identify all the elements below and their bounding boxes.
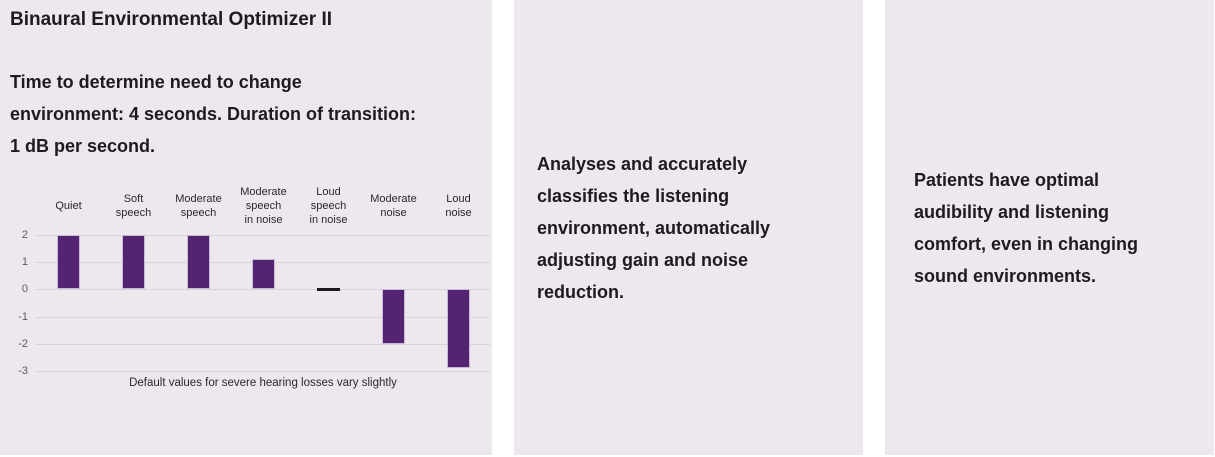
chart-caption: Default values for severe hearing losses… bbox=[129, 377, 397, 389]
bar-chart: 2 1 0 -1 -2 -3 Quiet Soft speech Moderate speech… bbox=[0, 182, 492, 400]
category-label: Moderate speech bbox=[175, 193, 222, 219]
bar bbox=[447, 289, 470, 369]
y-axis-tick-label: -3 bbox=[18, 365, 28, 378]
bar bbox=[382, 289, 405, 344]
bar bbox=[252, 259, 275, 290]
feature-card-benefit: Patients have optimal audibility and lis… bbox=[885, 0, 1214, 455]
grid-line bbox=[36, 316, 490, 318]
y-axis-tick-label: 0 bbox=[21, 283, 28, 296]
y-axis-tick-label: -1 bbox=[18, 310, 28, 323]
bar bbox=[187, 234, 210, 290]
category-label: Soft speech bbox=[115, 193, 152, 219]
card-body-text: Time to determine need to change environ… bbox=[10, 72, 417, 156]
card-title: Binaural Environmental Optimizer II bbox=[10, 9, 333, 30]
card-body-text: Analyses and accurately classifies the l… bbox=[537, 153, 771, 302]
feature-card-optimizer: Binaural Environmental Optimizer II Time… bbox=[0, 0, 492, 455]
feature-card-classification: Analyses and accurately classifies the l… bbox=[514, 0, 863, 455]
grid-line bbox=[36, 234, 490, 236]
grid-line bbox=[36, 289, 490, 291]
category-label: Moderate speech in noise bbox=[240, 186, 287, 226]
card-body-text: Patients have optimal audibility and lis… bbox=[914, 169, 1139, 286]
bar bbox=[122, 234, 145, 290]
category-label: Loud speech in noise bbox=[309, 186, 348, 226]
category-label: Loud noise bbox=[445, 193, 472, 219]
bar bbox=[57, 234, 80, 290]
zero-value-marker bbox=[317, 288, 340, 292]
y-axis-tick-label: 1 bbox=[21, 256, 28, 268]
grid-line bbox=[36, 371, 490, 373]
category-label: Moderate noise bbox=[370, 193, 417, 219]
y-axis-tick-label: -2 bbox=[18, 337, 28, 350]
y-axis-tick-label: 2 bbox=[21, 228, 28, 241]
category-label: Quiet bbox=[55, 200, 82, 212]
grid-line bbox=[36, 343, 490, 345]
